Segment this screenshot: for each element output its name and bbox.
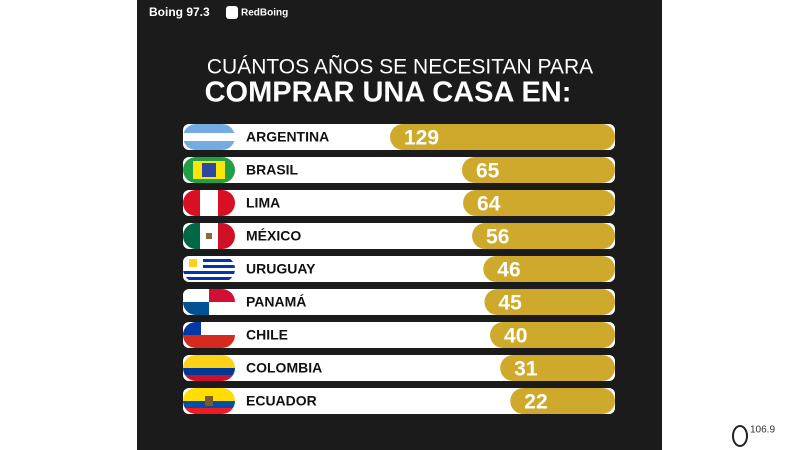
row: LIMA 64 bbox=[183, 190, 615, 216]
flag-part bbox=[183, 124, 235, 133]
flag bbox=[183, 322, 235, 348]
category-label: ARGENTINA bbox=[246, 129, 329, 145]
flag-part bbox=[183, 141, 235, 150]
bar bbox=[390, 124, 615, 150]
bar bbox=[483, 256, 615, 282]
value-label: 45 bbox=[498, 292, 522, 315]
flag-part bbox=[183, 322, 201, 335]
flag-part bbox=[183, 289, 209, 302]
bar bbox=[510, 388, 615, 414]
row: PANAMÁ 45 bbox=[183, 289, 615, 315]
chart-title: CUÁNTOS AÑOS SE NECESITAN PARA bbox=[207, 55, 593, 79]
flag-part bbox=[183, 271, 235, 274]
category-label: LIMA bbox=[246, 195, 280, 211]
value-label: 129 bbox=[404, 127, 439, 150]
row: CHILE 40 bbox=[183, 322, 615, 348]
flag bbox=[183, 190, 235, 216]
value-label: 56 bbox=[486, 226, 509, 249]
row: ECUADOR 22 bbox=[183, 388, 615, 414]
bar bbox=[463, 190, 615, 216]
row: ARGENTINA 129 bbox=[183, 124, 615, 150]
flag-part bbox=[183, 302, 209, 315]
flag-part bbox=[218, 190, 235, 216]
flag-part bbox=[183, 388, 235, 401]
flag-part bbox=[183, 355, 235, 368]
flag-part bbox=[183, 277, 235, 280]
flag-part bbox=[206, 233, 212, 239]
flag-part bbox=[183, 259, 235, 262]
category-label: ECUADOR bbox=[246, 393, 317, 409]
flag-part bbox=[183, 133, 235, 141]
flag-part bbox=[209, 302, 235, 315]
value-label: 46 bbox=[497, 259, 520, 282]
flag-part bbox=[183, 335, 235, 348]
value-label: 31 bbox=[514, 358, 538, 381]
flag bbox=[183, 157, 235, 183]
flag bbox=[183, 355, 235, 381]
bar bbox=[461, 157, 615, 183]
category-label: URUGUAY bbox=[246, 261, 316, 277]
bar bbox=[472, 223, 615, 249]
flag bbox=[183, 256, 235, 282]
flag-part bbox=[183, 375, 235, 381]
row: MÉXICO 56 bbox=[183, 223, 615, 249]
row: COLOMBIA 31 bbox=[183, 355, 615, 381]
bar bbox=[490, 322, 615, 348]
bar bbox=[484, 289, 615, 315]
value-label: 22 bbox=[524, 391, 547, 414]
brand-station: Boing 97.3 bbox=[149, 5, 210, 19]
chart-title: COMPRAR UNA CASA EN: bbox=[205, 77, 572, 109]
bar bbox=[500, 355, 615, 381]
row: URUGUAY 46 bbox=[183, 256, 615, 282]
flag-part bbox=[183, 190, 200, 216]
value-label: 40 bbox=[504, 325, 527, 348]
brand-icon bbox=[226, 6, 238, 19]
value-label: 64 bbox=[477, 193, 501, 216]
flag-part bbox=[183, 408, 235, 414]
category-label: COLOMBIA bbox=[246, 360, 322, 376]
category-label: MÉXICO bbox=[246, 228, 301, 244]
flag-part bbox=[202, 163, 216, 177]
brand-network: RedBoing bbox=[241, 8, 288, 19]
flag bbox=[183, 388, 235, 414]
flag-part bbox=[218, 223, 235, 249]
row: BRASIL 65 bbox=[183, 157, 615, 183]
flag bbox=[183, 124, 235, 150]
flag-part bbox=[209, 289, 235, 302]
category-label: PANAMÁ bbox=[246, 294, 306, 310]
row-pill bbox=[183, 388, 615, 414]
flag-part bbox=[189, 259, 197, 267]
flag-part bbox=[200, 190, 218, 216]
flag bbox=[183, 223, 235, 249]
watermark-icon bbox=[732, 425, 748, 447]
flag bbox=[183, 289, 235, 315]
flag-part bbox=[205, 396, 213, 406]
watermark: 106.9 bbox=[732, 425, 775, 447]
value-label: 65 bbox=[476, 160, 500, 183]
flag-part bbox=[183, 223, 200, 249]
flag-part bbox=[183, 265, 235, 268]
watermark-text: 106.9 bbox=[750, 425, 775, 436]
category-label: BRASIL bbox=[246, 162, 299, 178]
category-label: CHILE bbox=[246, 327, 288, 343]
flag-part bbox=[183, 368, 235, 375]
